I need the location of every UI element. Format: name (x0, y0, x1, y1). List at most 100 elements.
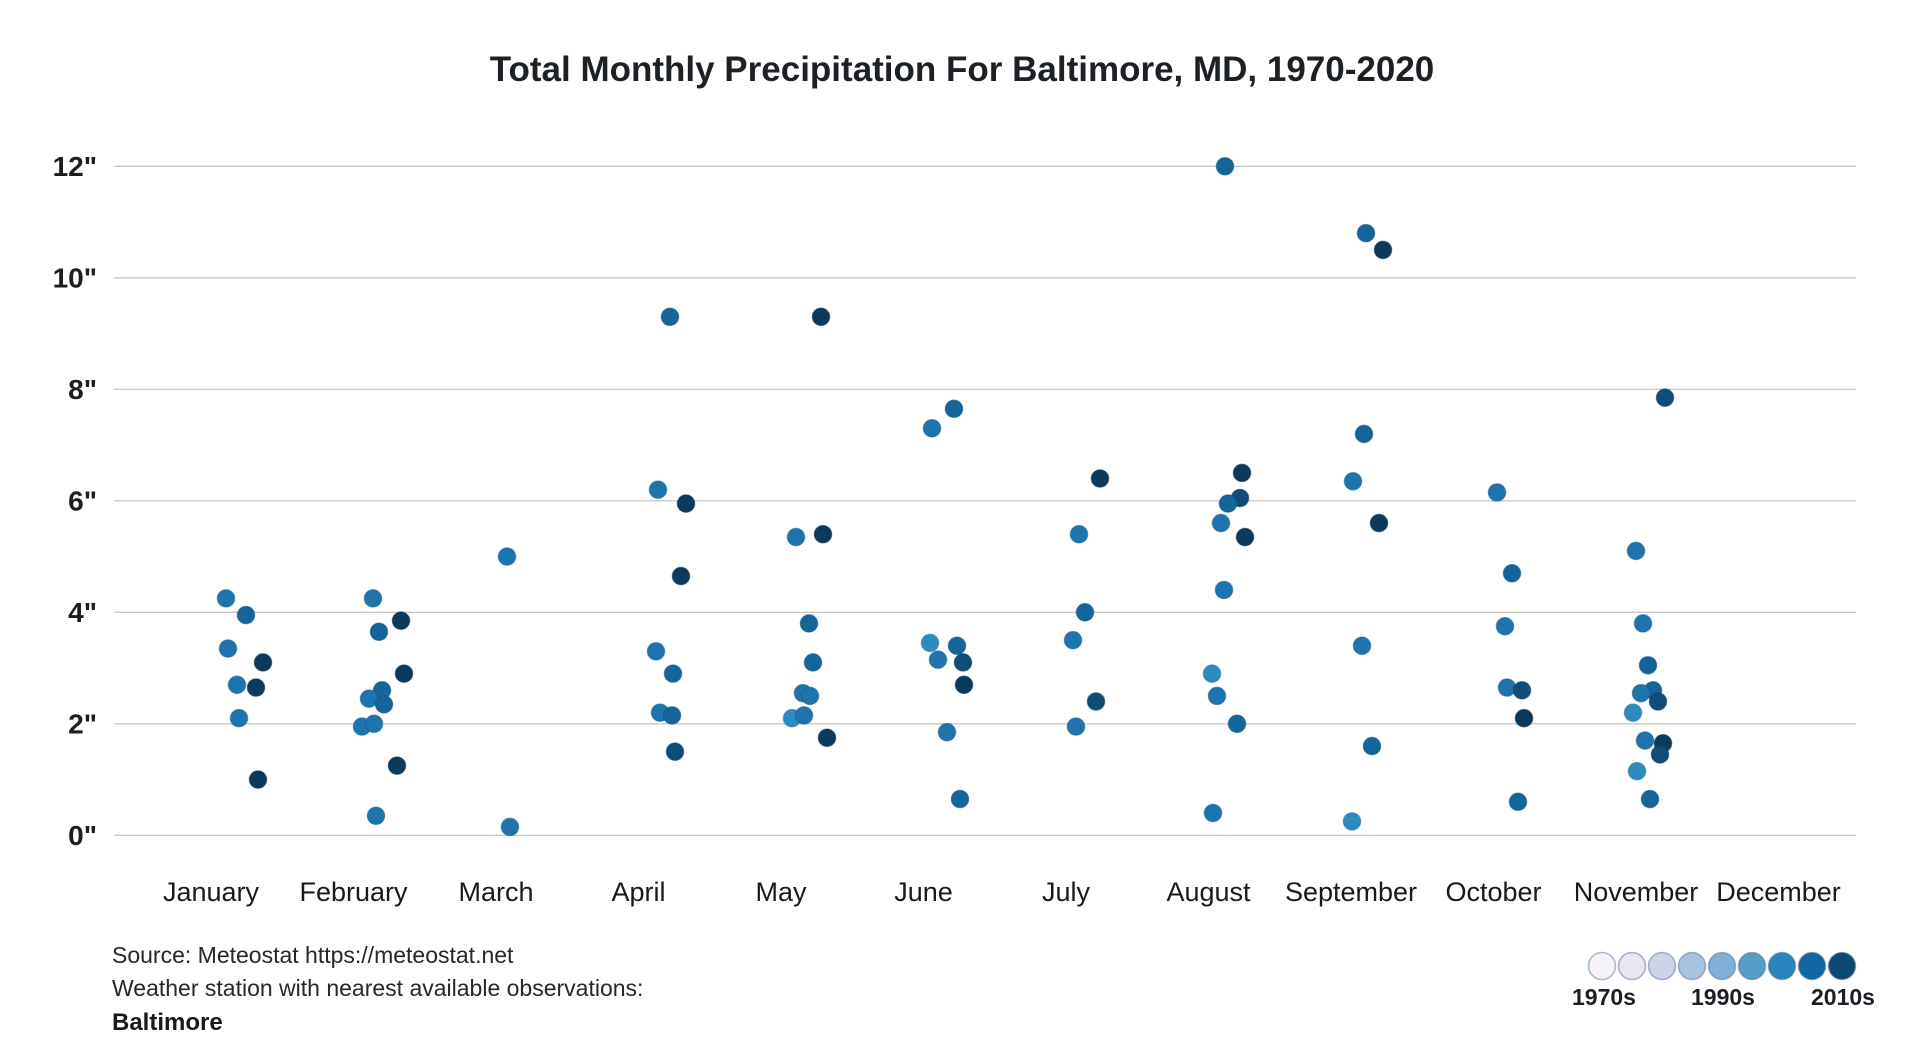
data-point[interactable] (1631, 683, 1651, 703)
data-point[interactable] (1648, 692, 1668, 711)
data-point[interactable] (1640, 789, 1660, 809)
data-point[interactable] (1211, 513, 1231, 533)
data-point[interactable] (1214, 580, 1234, 600)
data-point[interactable] (1487, 483, 1507, 502)
data-point[interactable] (1342, 812, 1362, 831)
data-point[interactable] (1086, 692, 1106, 711)
data-point[interactable] (1352, 636, 1372, 656)
y-tick-label: 6" (68, 485, 97, 516)
data-point[interactable] (1090, 469, 1110, 488)
legend-swatch[interactable] (1617, 951, 1647, 981)
data-point[interactable] (246, 678, 266, 697)
data-point[interactable] (1227, 714, 1247, 734)
data-point[interactable] (665, 742, 685, 761)
data-point[interactable] (663, 664, 683, 683)
data-point[interactable] (387, 756, 407, 775)
data-point[interactable] (920, 633, 940, 653)
data-point[interactable] (937, 722, 957, 742)
data-point[interactable] (947, 636, 967, 656)
data-point[interactable] (954, 675, 974, 695)
data-point[interactable] (216, 589, 236, 608)
legend-swatch[interactable] (1647, 951, 1677, 981)
data-point[interactable] (374, 694, 394, 714)
data-point[interactable] (660, 307, 680, 327)
data-point[interactable] (1502, 563, 1522, 583)
y-axis-tick-labels: 12" 10" 8" 6" 4" 2" 0" (53, 151, 97, 851)
data-point[interactable] (817, 728, 837, 748)
data-point[interactable] (1202, 664, 1222, 683)
data-point[interactable] (676, 494, 696, 513)
legend-swatch[interactable] (1827, 951, 1857, 981)
data-point[interactable] (1215, 157, 1235, 176)
data-point[interactable] (1203, 803, 1223, 823)
data-point[interactable] (1356, 223, 1376, 243)
data-point[interactable] (1362, 736, 1382, 756)
data-point[interactable] (1635, 731, 1655, 750)
data-point[interactable] (227, 675, 247, 695)
data-point[interactable] (648, 480, 668, 499)
data-point[interactable] (236, 605, 256, 625)
legend-swatch[interactable] (1707, 951, 1737, 981)
data-point[interactable] (1627, 761, 1647, 781)
data-point[interactable] (800, 686, 820, 706)
data-point[interactable] (813, 524, 833, 544)
legend-swatch[interactable] (1797, 951, 1827, 981)
data-point[interactable] (369, 622, 389, 642)
data-point[interactable] (366, 806, 386, 826)
data-point[interactable] (1655, 388, 1675, 407)
data-point[interactable] (1232, 463, 1252, 483)
legend-swatch[interactable] (1767, 951, 1797, 981)
data-point[interactable] (1069, 524, 1089, 544)
data-point[interactable] (786, 527, 806, 547)
data-point[interactable] (1638, 655, 1658, 675)
data-point[interactable] (218, 639, 238, 658)
data-point[interactable] (928, 650, 948, 669)
legend-swatch[interactable] (1587, 951, 1617, 981)
data-point[interactable] (1626, 541, 1646, 561)
station-note: Weather station with nearest available o… (112, 975, 643, 1001)
data-point[interactable] (671, 566, 691, 586)
data-point[interactable] (364, 714, 384, 734)
data-point[interactable] (1218, 494, 1238, 513)
data-point[interactable] (1343, 471, 1363, 491)
data-point[interactable] (500, 817, 520, 837)
data-point[interactable] (1495, 616, 1515, 636)
data-point[interactable] (1633, 614, 1653, 633)
data-point[interactable] (1623, 703, 1643, 722)
data-point[interactable] (394, 664, 414, 683)
data-point[interactable] (1063, 630, 1083, 650)
legend-swatch-row (1587, 951, 1857, 981)
data-point[interactable] (1514, 708, 1534, 728)
data-point[interactable] (1512, 681, 1532, 700)
data-point[interactable] (1373, 240, 1393, 260)
data-point[interactable] (1235, 527, 1255, 547)
data-point[interactable] (1650, 745, 1670, 764)
data-point[interactable] (1497, 678, 1517, 697)
data-point[interactable] (950, 789, 970, 809)
legend-swatch[interactable] (1737, 951, 1767, 981)
data-point[interactable] (803, 653, 823, 672)
data-point[interactable] (799, 614, 819, 633)
data-point[interactable] (229, 708, 249, 728)
data-point[interactable] (253, 653, 273, 672)
data-point[interactable] (363, 589, 383, 608)
data-point[interactable] (1207, 686, 1227, 706)
data-point[interactable] (1369, 513, 1389, 533)
data-point[interactable] (794, 706, 814, 725)
month-label-july: July (1042, 877, 1091, 907)
data-point[interactable] (248, 770, 268, 789)
data-point[interactable] (1066, 717, 1086, 736)
data-point[interactable] (662, 706, 682, 725)
data-point[interactable] (953, 653, 973, 672)
data-point[interactable] (1075, 602, 1095, 622)
data-point[interactable] (646, 642, 666, 661)
data-point[interactable] (922, 419, 942, 438)
data-point[interactable] (944, 399, 964, 419)
data-point[interactable] (811, 307, 831, 327)
data-point[interactable] (1354, 424, 1374, 444)
data-point[interactable] (497, 547, 517, 566)
legend-swatch[interactable] (1677, 951, 1707, 981)
data-point[interactable] (391, 611, 411, 630)
data-point[interactable] (1508, 792, 1528, 812)
